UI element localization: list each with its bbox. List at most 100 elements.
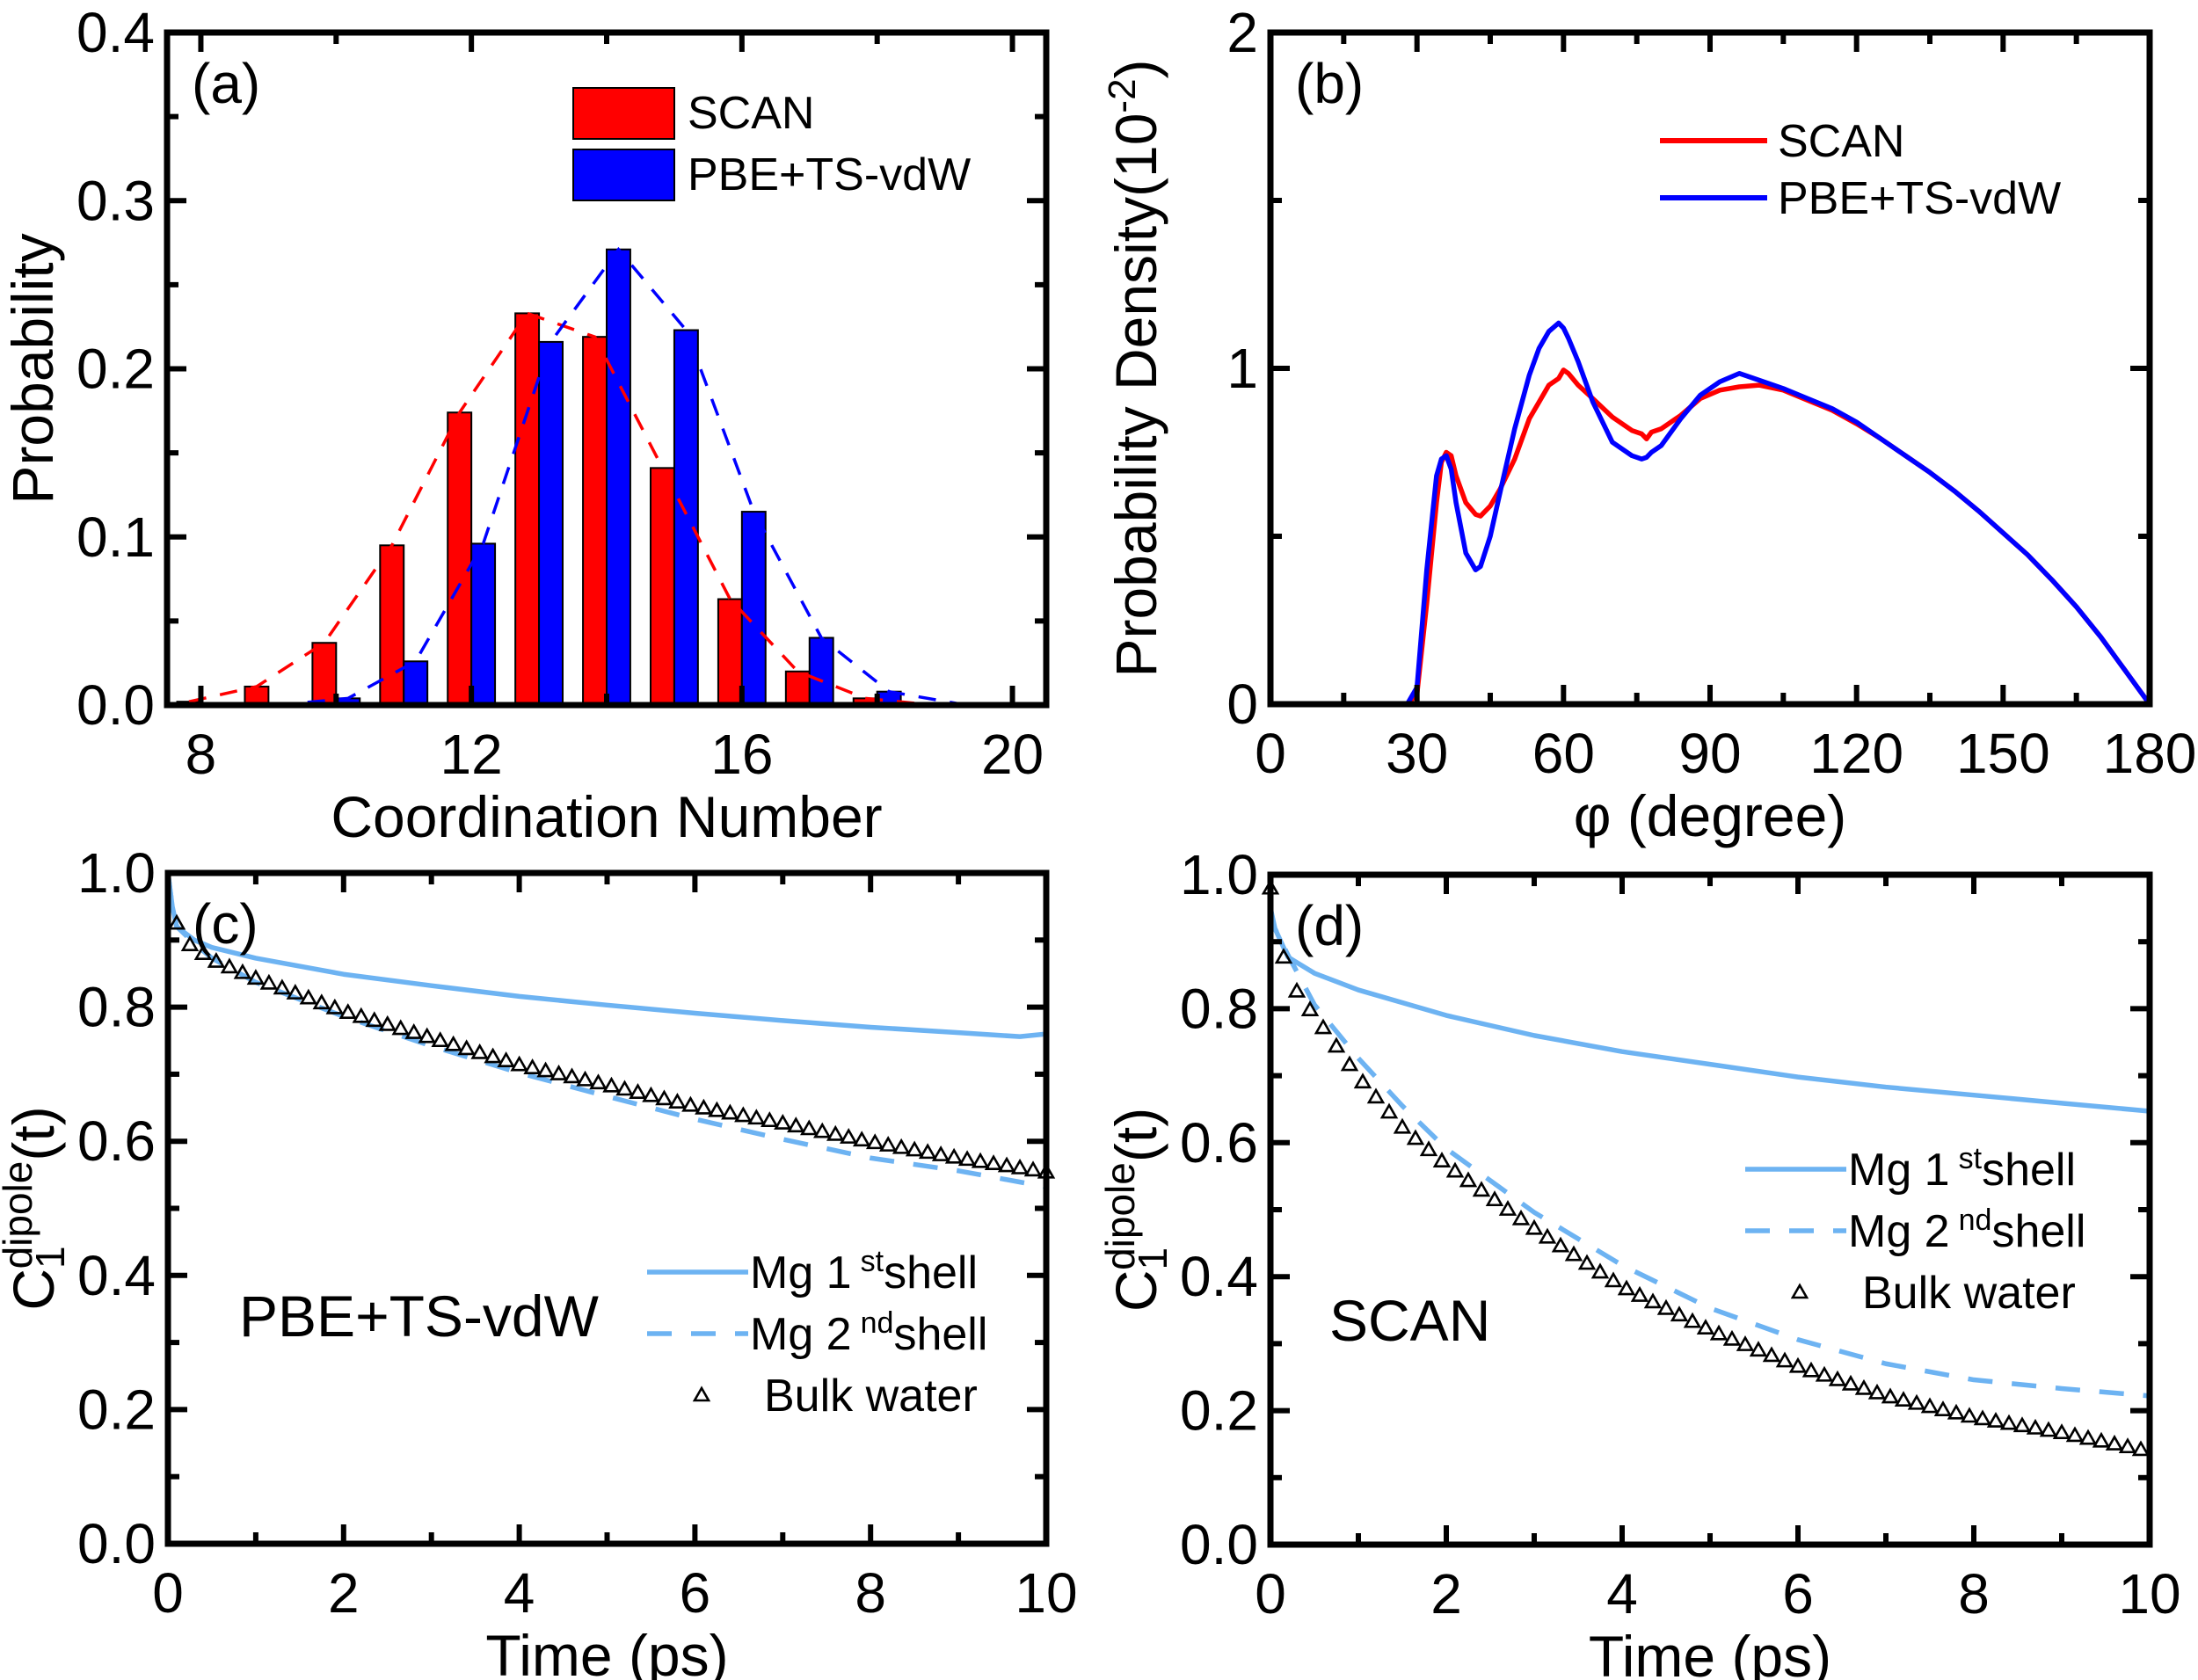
bar-scan-12: [447, 411, 473, 705]
bulk-water-marker: [839, 1128, 858, 1144]
x-tick-label: 6: [680, 1561, 711, 1625]
legend-label: Mg 2 ndshell: [750, 1306, 987, 1360]
x-tick-label: 180: [2103, 722, 2197, 785]
plot-frame: [164, 869, 1050, 1547]
bulk-water-marker: [1419, 1140, 1438, 1157]
fit-line-scan: [188, 311, 1001, 705]
panel-c-dipole-correlation-pbe: 0 2 4 6 8 10 0.0 0.2 0.4 0.6 0.8 1.0 Time (ps) (c) C1d…: [0, 841, 1078, 1680]
bulk-water-marker: [1287, 981, 1306, 998]
bulk-water-marker: [167, 913, 186, 930]
bar-pbe-11: [403, 660, 429, 705]
bulk-water-marker: [668, 1093, 687, 1109]
bulk-water-marker: [1366, 1087, 1386, 1104]
plot-area: [176, 246, 1025, 705]
bulk-water-marker: [1722, 1329, 1742, 1346]
bulk-water-marker: [747, 1109, 766, 1125]
bulk-water-marker: [431, 1031, 449, 1048]
method-annotation: SCAN: [1329, 1288, 1490, 1353]
bulk-water-marker: [1445, 1161, 1465, 1178]
y-tick-label: 0.2: [76, 338, 155, 401]
legend-label-superscript: st: [861, 1245, 884, 1278]
y-axis-title-main: C: [1, 1269, 66, 1311]
bulk-water-marker: [1010, 1158, 1030, 1175]
legend-marker-triangle: [1790, 1283, 1809, 1299]
bulk-water-marker: [1564, 1245, 1583, 1262]
bulk-water-marker: [550, 1064, 568, 1080]
x-tick-label: 2: [1430, 1562, 1462, 1625]
y-axis-title-superscript: -2: [1101, 78, 1144, 113]
bar-scan-14: [582, 336, 608, 705]
bulk-water-marker: [944, 1147, 964, 1164]
legend-label: Bulk water: [764, 1371, 978, 1422]
bulk-water-marker: [1538, 1227, 1557, 1244]
y-axis-title: Probability Density(10-2): [1101, 59, 1169, 677]
x-tick-label: 10: [2118, 1562, 2180, 1625]
y-axis-title-subscript: 1: [27, 1246, 73, 1269]
bulk-water-marker: [905, 1140, 924, 1157]
bulk-water-marker: [695, 1098, 713, 1115]
y-tick-label: 0.4: [76, 1, 155, 64]
bulk-water-marker: [1577, 1254, 1597, 1270]
x-tick-label: 90: [1678, 722, 1741, 785]
x-tick-label: 0: [1255, 722, 1286, 785]
bulk-water-marker: [1999, 1414, 2019, 1430]
bulk-water-marker: [629, 1083, 647, 1099]
legend: SCAN PBE+TS-vdW: [572, 87, 971, 201]
y-tick-label: 0.0: [77, 1512, 156, 1575]
panel-b-angle-distribution: 0 30 60 90 120 150 180 0 1 2 φ (degree) (b) Probabil…: [1101, 1, 2197, 848]
bulk-water-marker: [246, 969, 266, 985]
bulk-water-marker: [576, 1070, 594, 1087]
mg-2nd-shell-line: [165, 872, 1047, 1189]
x-axis-title: Time (ps): [485, 1623, 728, 1680]
legend-label-superscript: nd: [861, 1306, 894, 1340]
y-axis-title-superscript: dipole: [0, 1161, 40, 1269]
bulk-water-marker: [233, 963, 252, 979]
bulk-water-marker: [1353, 1073, 1372, 1089]
x-tick-label: 12: [440, 723, 503, 786]
y-tick-label: 1: [1226, 337, 1258, 400]
bulk-water-marker: [1828, 1370, 1847, 1386]
panel-label: (a): [192, 52, 260, 115]
bar-pbe-14: [606, 248, 631, 705]
bulk-water-marker: [352, 1007, 371, 1023]
bulk-water-marker: [1920, 1397, 1940, 1414]
bulk-water-marker: [1867, 1383, 1887, 1400]
y-tick-label: 0.1: [76, 505, 155, 569]
y-axis-title: C1dipole(t): [0, 1106, 73, 1310]
bulk-water-marker: [444, 1035, 462, 1051]
legend-label: SCAN: [1778, 116, 1904, 167]
bulk-water-marker: [391, 1019, 410, 1036]
bulk-water-marker: [2092, 1431, 2111, 1448]
legend-swatch: [572, 149, 675, 201]
bulk-water-marker: [602, 1076, 621, 1093]
bulk-water-marker: [1314, 1018, 1333, 1035]
legend-label-main: Mg 2: [1848, 1206, 1950, 1257]
legend-label-suffix: shell: [884, 1247, 978, 1298]
panel-label: (b): [1295, 52, 1364, 115]
x-axis-title: φ (degree): [1574, 783, 1847, 848]
bulk-water-marker: [655, 1089, 673, 1106]
bulk-water-marker: [418, 1027, 436, 1044]
x-tick-label: 30: [1386, 722, 1448, 785]
bulk-water-marker: [761, 1111, 779, 1128]
bulk-water-marker: [1696, 1319, 1715, 1335]
bulk-water-marker: [1498, 1199, 1517, 1216]
y-tick-label: 0.0: [76, 673, 155, 737]
legend-label-suffix: shell: [893, 1309, 987, 1360]
bulk-water-marker: [1617, 1279, 1636, 1296]
bulk-water-marker: [681, 1095, 700, 1112]
bar-scan-13: [514, 312, 541, 705]
bulk-water-marker: [1670, 1305, 1689, 1322]
bulk-water-marker: [826, 1124, 845, 1141]
bulk-water-marker: [510, 1055, 528, 1072]
bulk-water-marker: [1656, 1298, 1676, 1315]
bulk-water-marker: [470, 1043, 489, 1059]
y-tick-label: 0.8: [77, 976, 156, 1039]
bulk-water-marker: [865, 1133, 884, 1150]
bulk-water-marker: [1630, 1285, 1649, 1302]
bulk-water-marker: [1432, 1152, 1452, 1167]
x-tick-label: 120: [1809, 722, 1903, 785]
y-tick-label: 0.0: [1180, 1513, 1258, 1576]
bulk-water-marker: [299, 988, 318, 1005]
bulk-water-marker: [878, 1136, 898, 1152]
